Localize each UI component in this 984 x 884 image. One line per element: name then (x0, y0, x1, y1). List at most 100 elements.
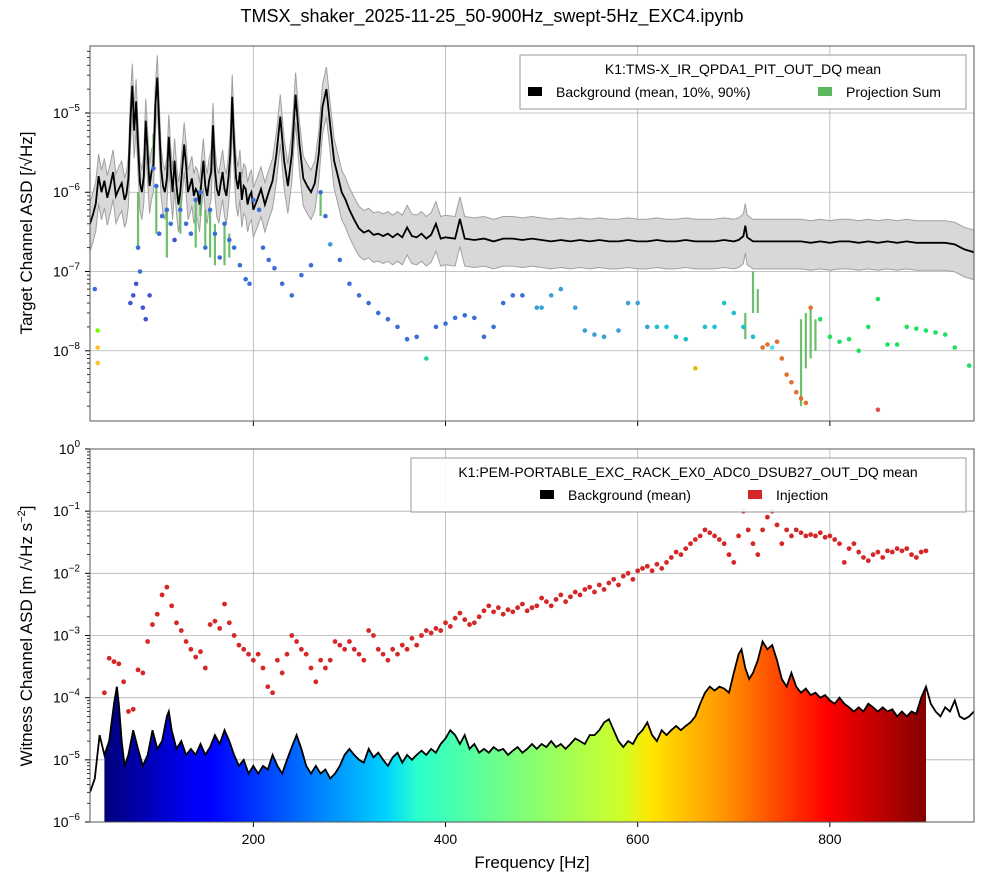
bottom-injection-point (702, 527, 708, 533)
top-projection-point (183, 221, 189, 227)
top-projection-point (539, 305, 544, 310)
bottom-injection-point (827, 533, 833, 539)
top-background-90pct-line (90, 55, 974, 231)
bottom-injection-point (505, 607, 511, 613)
bottom-injection-point (438, 628, 444, 633)
top-background-10pct-line (90, 104, 974, 281)
bottom-injection-point (635, 568, 641, 574)
top-projection-point (140, 305, 146, 310)
top-projection-point (481, 334, 487, 340)
bottom-injection-point (568, 594, 573, 600)
top-projection-point (793, 389, 799, 395)
bottom-injection-point (760, 527, 766, 533)
top-projection-point (472, 315, 477, 321)
bottom-injection-point (544, 599, 549, 605)
bottom-injection-point (736, 533, 741, 539)
bottom-injection-point (255, 651, 261, 657)
bottom-injection-point (145, 639, 151, 644)
top-ylabel-prefix: Target Channel ASD [/ (17, 166, 36, 334)
bottom-injection-point (159, 592, 165, 598)
bottom-injection-point (231, 633, 237, 638)
bottom-injection-point (274, 657, 280, 663)
top-projection-point (217, 255, 223, 260)
bottom-injection-point (644, 563, 650, 569)
top-projection-point (247, 281, 252, 287)
bottom-injection-point (515, 605, 520, 611)
bottom-legend-background-swatch (540, 490, 554, 499)
bottom-injection-point (111, 659, 117, 665)
top-projection-point (212, 231, 218, 236)
top-projection-point (327, 242, 333, 247)
bottom-injection-point (361, 657, 367, 663)
bottom-injection-point (183, 639, 189, 644)
top-projection-point (308, 262, 314, 268)
bottom-injection-point (779, 541, 785, 547)
bottom-y-tick-exponent: 0 (74, 439, 80, 450)
top-projection-point (414, 334, 419, 340)
top-projection-point (385, 316, 391, 322)
top-projection-point (130, 293, 136, 298)
bottom-injection-point (198, 649, 203, 655)
top-projection-point (592, 332, 597, 337)
top-projection-point (693, 366, 698, 371)
top-projection-point (178, 207, 183, 213)
bottom-y-tick-exponent: −3 (69, 626, 81, 637)
bottom-injection-point (611, 576, 617, 582)
bottom-injection-point (246, 651, 251, 657)
bottom-injection-point (423, 628, 429, 633)
bottom-injection-point (861, 555, 866, 560)
bottom-injection-point (918, 549, 924, 555)
top-projection-point (164, 207, 170, 213)
top-projection-point (375, 310, 381, 316)
bottom-axes-frame (89, 448, 975, 823)
bottom-injection-point (837, 541, 842, 547)
top-projection-point (765, 342, 770, 347)
bottom-injection-point (342, 646, 348, 652)
bottom-injection-point (106, 655, 112, 661)
top-projection-point (558, 286, 564, 292)
bottom-injection-point (582, 587, 588, 592)
bottom-legend-injection-swatch (748, 490, 762, 499)
bottom-injection-point (217, 626, 223, 631)
bottom-injection-point (366, 628, 372, 633)
bottom-injection-point (130, 706, 136, 712)
top-projection-point (135, 245, 141, 250)
bottom-injection-point (923, 548, 929, 554)
top-axes: 10−810−710−610−5 (53, 45, 975, 426)
bottom-injection-point (332, 639, 338, 644)
bottom-injection-point (596, 582, 602, 588)
top-y-tick-label: 10−8 (53, 341, 80, 359)
bottom-injection-point (721, 541, 727, 547)
top-y-tick-label: 10−6 (53, 182, 80, 200)
axis-labels: Target Channel ASD [/√Hz]Witness Channel… (16, 131, 590, 872)
bottom-injection-point (808, 532, 814, 537)
top-projection-point (289, 293, 295, 298)
top-projection-point (798, 396, 804, 401)
top-projection-point (168, 221, 174, 227)
top-projection-point (260, 245, 266, 250)
top-axes-frame (89, 45, 975, 422)
bottom-injection-point (265, 684, 271, 690)
top-y-axis-label: Target Channel ASD [/√Hz] (17, 131, 36, 334)
bottom-injection-point (467, 622, 472, 627)
top-projection-point (491, 324, 496, 330)
top-projection-point (817, 316, 823, 322)
bottom-y-tick-base: 10 (53, 752, 69, 768)
bottom-injection-point (318, 657, 324, 663)
bottom-x-tick-label: 400 (434, 831, 458, 847)
top-projection-point (894, 342, 900, 347)
bottom-injection-point (789, 533, 794, 539)
top-y-tick-label: 10−7 (53, 262, 80, 280)
bottom-y-tick-base: 10 (53, 690, 69, 706)
top-projection-point (159, 213, 165, 219)
top-y-tick-base: 10 (53, 343, 69, 359)
bottom-injection-point (428, 630, 434, 636)
bottom-injection-point (539, 595, 545, 601)
bottom-injection-point (904, 546, 910, 551)
top-projection-point (779, 356, 785, 361)
bottom-injection-point (116, 661, 122, 667)
top-projection-point (424, 356, 429, 361)
bottom-injection-point (558, 592, 564, 598)
bottom-injection-point (813, 533, 818, 539)
